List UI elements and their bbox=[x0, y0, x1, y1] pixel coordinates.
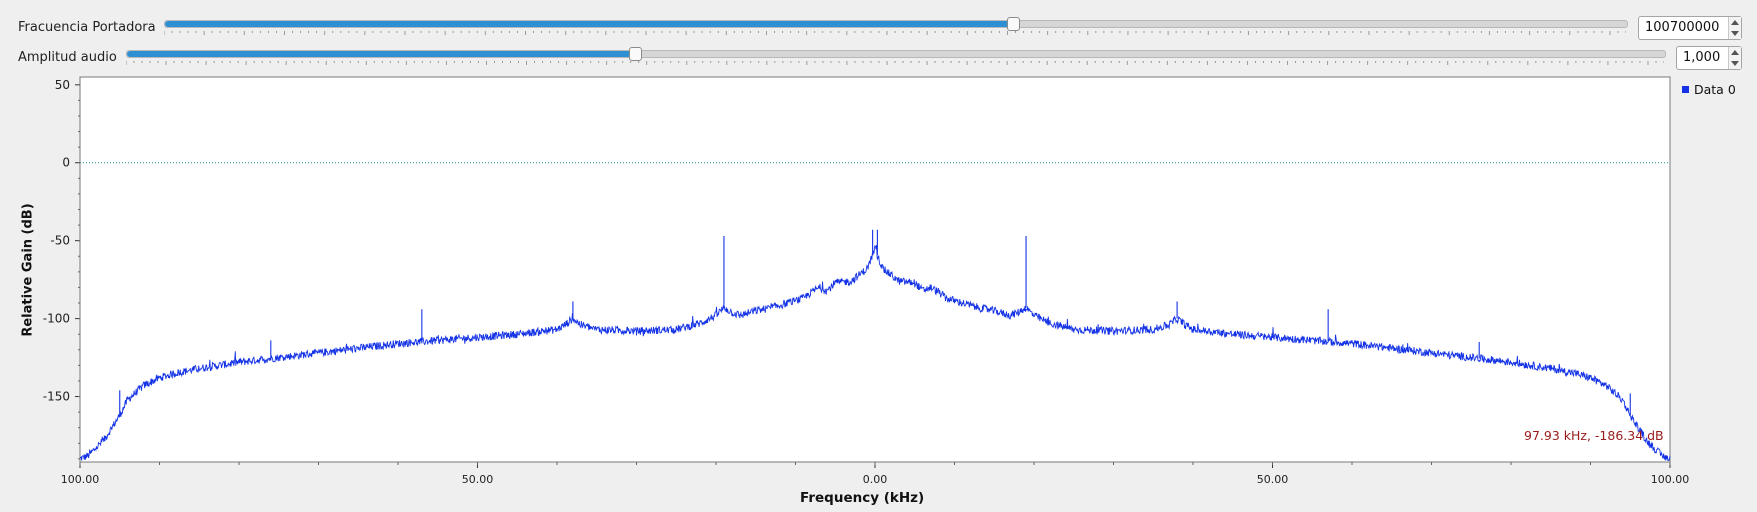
carrier-frequency-slider-ticks bbox=[164, 31, 1626, 35]
x-axis-label: Frequency (kHz) bbox=[800, 490, 925, 506]
x-tick-label: 50.00 bbox=[462, 473, 494, 486]
cursor-readout: 97.93 kHz, -186.34 dB bbox=[1524, 428, 1664, 443]
audio-amplitude-label: Amplitud audio bbox=[18, 50, 117, 65]
x-tick-label: 50.00 bbox=[1257, 473, 1289, 486]
legend-entry-data-0[interactable]: Data 0 bbox=[1694, 82, 1736, 97]
audio-amplitude-row: Amplitud audio 1,000 bbox=[0, 45, 1757, 71]
spin-down-icon[interactable] bbox=[1731, 61, 1739, 66]
carrier-frequency-slider-handle[interactable] bbox=[1006, 17, 1020, 31]
x-tick-label: 100.00 bbox=[61, 473, 100, 486]
y-tick-label: 50 bbox=[55, 78, 70, 92]
legend-swatch bbox=[1682, 86, 1689, 93]
audio-amplitude-slider-ticks bbox=[126, 61, 1664, 65]
audio-amplitude-slider[interactable] bbox=[126, 47, 1666, 61]
series-trace-data-0 bbox=[79, 244, 1671, 462]
audio-amplitude-value: 1,000 bbox=[1683, 50, 1721, 65]
y-tick-label: -150 bbox=[43, 390, 70, 404]
x-tick-label: 100.00 bbox=[1651, 473, 1690, 486]
spin-up-icon[interactable] bbox=[1731, 20, 1739, 25]
carrier-frequency-spinbox[interactable]: 100700000 bbox=[1638, 16, 1742, 40]
carrier-frequency-label: Fracuencia Portadora bbox=[18, 20, 156, 35]
y-tick-label: 0 bbox=[62, 156, 70, 170]
plot-legend[interactable]: Data 0 bbox=[1682, 82, 1736, 97]
plot-canvas bbox=[79, 76, 1671, 463]
spin-up-icon[interactable] bbox=[1731, 50, 1739, 55]
carrier-frequency-spin-arrows[interactable] bbox=[1728, 17, 1741, 39]
x-tick-label: 0.00 bbox=[863, 473, 888, 486]
audio-amplitude-slider-fill bbox=[127, 51, 635, 57]
carrier-frequency-slider-fill bbox=[165, 21, 1013, 27]
y-tick-label: -50 bbox=[50, 234, 70, 248]
y-tick-label: -100 bbox=[43, 312, 70, 326]
carrier-frequency-value: 100700000 bbox=[1645, 20, 1720, 35]
carrier-frequency-slider[interactable] bbox=[164, 17, 1628, 31]
y-axis-label: Relative Gain (dB) bbox=[20, 203, 36, 337]
audio-amplitude-slider-handle[interactable] bbox=[628, 47, 642, 61]
audio-amplitude-spinbox[interactable]: 1,000 bbox=[1676, 46, 1742, 70]
carrier-frequency-row: Fracuencia Portadora 100700000 bbox=[0, 15, 1757, 41]
audio-amplitude-spin-arrows[interactable] bbox=[1728, 47, 1741, 69]
spin-down-icon[interactable] bbox=[1731, 31, 1739, 36]
